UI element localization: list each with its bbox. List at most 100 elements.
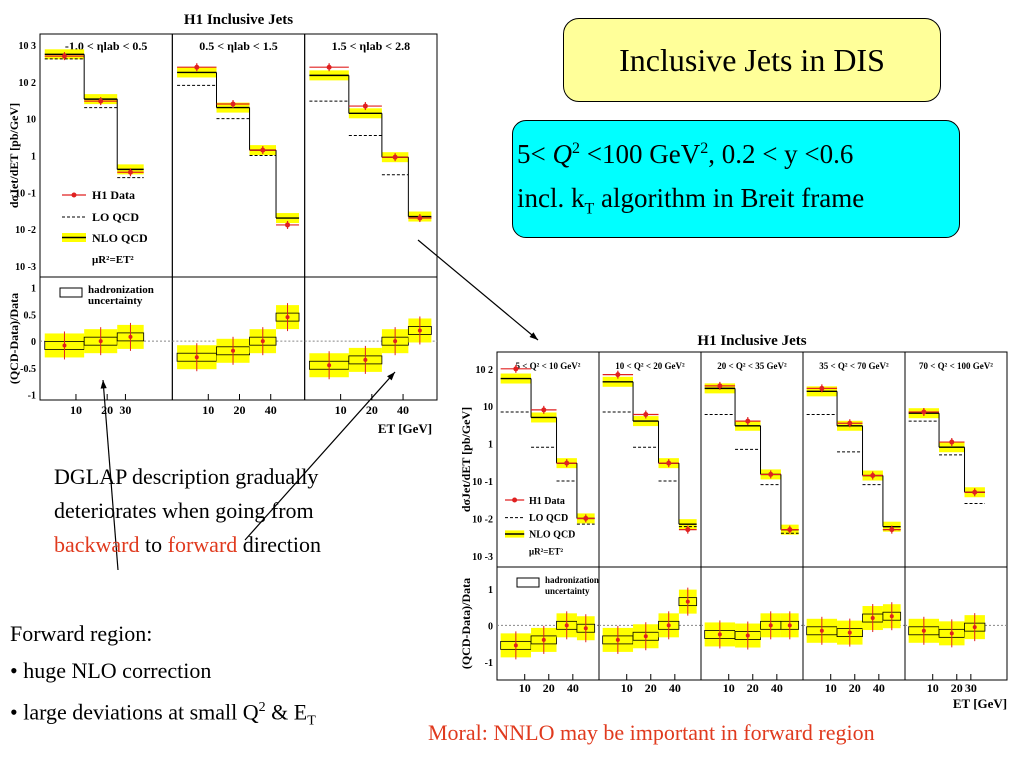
moral-text: Moral: NNLO may be important in forward … (428, 720, 875, 745)
data-point (685, 527, 691, 533)
data-point (260, 147, 266, 153)
legend-data-label: H1 Data (92, 188, 135, 202)
conditions-line-2: incl. kT algorithm in Breit frame (517, 183, 865, 218)
y-tick-label: 10 -2 (15, 225, 36, 236)
y-tick-label: 10 -3 (472, 552, 493, 563)
data-point (98, 98, 104, 104)
arrow-to-q2-chart-head (529, 332, 538, 340)
ratio-axis-label: (QCD-Data)/Data (459, 578, 473, 669)
x-tick-label: 20 (645, 681, 657, 695)
data-point (745, 418, 751, 424)
y-tick-label: 10 -2 (472, 514, 493, 525)
dglap-line-2: deteriorates when going from (54, 498, 314, 523)
panel-label: 5 < Q² < 10 GeV² (516, 361, 581, 371)
ratio-point (231, 348, 236, 353)
data-point (847, 420, 853, 426)
ratio-point (889, 614, 894, 619)
data-point (666, 460, 672, 466)
x-tick-label: 40 (669, 681, 681, 695)
ratio-tick-label: -0.5 (20, 364, 36, 375)
data-point (127, 169, 133, 175)
data-point (972, 489, 978, 495)
forward-region-item-1: • huge NLO correction (10, 658, 212, 683)
panel-1: 5 < Q² < 10 GeV² 10 20 40 (496, 351, 600, 695)
ratio-tick-label: 0.5 (24, 310, 37, 321)
x-tick-label: 20 (849, 681, 861, 695)
ratio-point (847, 630, 852, 635)
panel-frame-ratio (304, 276, 438, 401)
ratio-point (363, 357, 368, 362)
x-tick-label: 40 (567, 681, 579, 695)
panel-4: 35 < Q² < 70 GeV² 10 20 40 (802, 351, 906, 695)
panel-frame-top (802, 351, 906, 568)
ratio-tick-label: 1 (488, 585, 493, 596)
x-tick-label: 10 (202, 403, 214, 417)
data-point (417, 215, 423, 221)
data-point (819, 385, 825, 391)
x-tick-label: 20 (234, 403, 246, 417)
arrow-forward-head (387, 372, 395, 381)
data-point (513, 366, 519, 372)
panel-label: 70 < Q² < 100 GeV² (919, 361, 993, 371)
data-point (61, 53, 67, 59)
legend-data-dot (71, 192, 77, 198)
x-tick-label: 20 (101, 403, 113, 417)
x-tick-label: 10 (335, 403, 347, 417)
slide-title: Inclusive Jets in DIS (563, 18, 941, 102)
y-tick-label: 10 3 (19, 41, 37, 52)
data-point (643, 412, 649, 418)
ratio-point (949, 631, 954, 636)
chart-eta-bins: H1 Inclusive Jets dσJet/dET [pb/GeV] (QCD-… (7, 12, 438, 436)
legend-scale-label: μR²=ET² (529, 546, 563, 556)
ratio-point (417, 328, 422, 333)
data-point (787, 527, 793, 533)
ratio-point (972, 625, 977, 630)
data-point (230, 101, 236, 107)
ratio-point (128, 334, 133, 339)
x-tick-label: 20 (543, 681, 555, 695)
ratio-point (819, 628, 824, 633)
x-tick-label: 40 (771, 681, 783, 695)
ratio-axis-label: (QCD-Data)/Data (7, 293, 21, 384)
ratio-point (685, 599, 690, 604)
data-point (194, 64, 200, 70)
y-axis-label: dσJet/dET [pb/GeV] (7, 103, 21, 208)
data-point (768, 471, 774, 477)
x-tick-label: 10 (519, 681, 531, 695)
data-point (541, 407, 547, 413)
panel-5: 70 < Q² < 100 GeV² 10 20 30 (904, 351, 1008, 695)
ratio-point (564, 623, 569, 628)
data-point (889, 527, 895, 533)
data-point (362, 103, 368, 109)
arrow-forward (244, 371, 396, 541)
dglap-note: DGLAP description gradually deteriorates… (54, 460, 321, 562)
legend-data-dot (512, 497, 518, 503)
slide-title-text: Inclusive Jets in DIS (619, 41, 885, 78)
ratio-point (615, 637, 620, 642)
panel-frame-top (904, 351, 1008, 568)
chart-title: H1 Inclusive Jets (184, 12, 293, 28)
panel-1: -1.0 < ηlab < 0.5 10 20 30 (39, 33, 173, 417)
legend-data-label: H1 Data (529, 496, 565, 507)
ratio-point (643, 634, 648, 639)
y-tick-label: 10 -3 (15, 262, 36, 273)
panel-2: 10 < Q² < 20 GeV² 10 20 40 (598, 351, 702, 695)
legend-hadronization-box (59, 287, 83, 298)
ratio-point (583, 626, 588, 631)
ratio-point (717, 632, 722, 637)
chart-q2-bins: H1 Inclusive Jets dσJet/dET [pb/GeV] (QCD-… (459, 333, 1008, 711)
legend-scale-label: μR²=ET² (92, 254, 134, 266)
panel-label: 0.5 < ηlab < 1.5 (199, 39, 278, 53)
x-tick-label: 20 (366, 403, 378, 417)
panel-label: 35 < Q² < 70 GeV² (819, 361, 889, 371)
y-tick-label: 1 (488, 440, 493, 451)
y-tick-label: 10 (483, 402, 493, 413)
ratio-point (870, 616, 875, 621)
conditions-box: 5< Q2 <100 GeV2, 0.2 < y <0.6 incl. kT a… (512, 120, 960, 238)
legend: H1 Data LO QCD NLO QCD μR²=ET² hadronization… (59, 188, 154, 307)
panel-frame-ratio (904, 566, 1008, 681)
x-axis-label: ET [GeV] (378, 421, 432, 436)
forward-region-note: Forward region: • huge NLO correction • … (10, 615, 316, 740)
panel-frame-ratio (598, 566, 702, 681)
